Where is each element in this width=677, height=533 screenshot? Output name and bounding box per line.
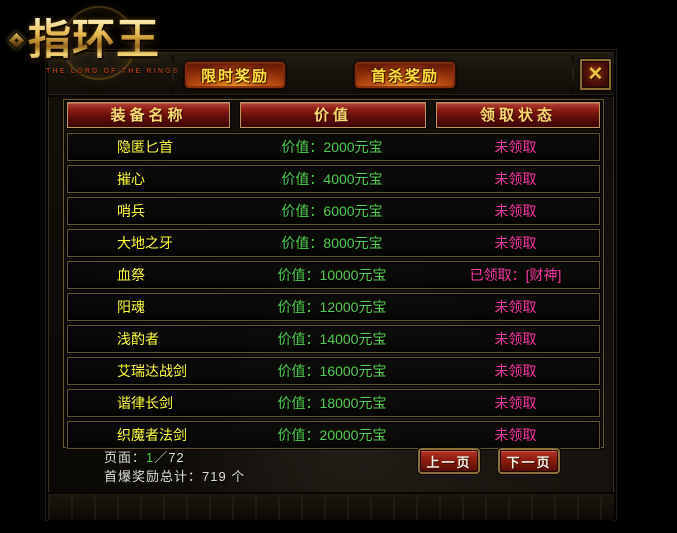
- next-page-button[interactable]: 下一页: [500, 450, 558, 472]
- logo-diamond-icon: [7, 31, 26, 50]
- table-body: 隐匿匕首 价值：2000元宝 未领取 摧心 价值：4000元宝 未领取 哨兵 价…: [67, 133, 600, 449]
- previous-page-button[interactable]: 上一页: [420, 450, 478, 472]
- reward-row: 艾瑞达战剑 价值：16000元宝 未领取: [67, 357, 600, 385]
- page-indicator: 页面：1／72: [104, 448, 245, 467]
- dialog-titlebar: 限时奖励 首杀奖励 ✕: [48, 52, 614, 97]
- claim-status[interactable]: 未领取: [494, 203, 537, 219]
- item-name: 大地之牙: [117, 235, 173, 251]
- column-header-equipment-name: 装备名称: [67, 102, 230, 128]
- claim-status[interactable]: 未领取: [494, 171, 537, 187]
- item-value: 价值：4000元宝: [281, 171, 383, 187]
- close-button[interactable]: ✕: [580, 59, 611, 90]
- page-current: 1: [146, 450, 155, 465]
- column-header-value: 价值: [240, 102, 426, 128]
- item-value: 价值：12000元宝: [277, 299, 387, 315]
- item-value: 价值：8000元宝: [281, 235, 383, 251]
- reward-row: 大地之牙 价值：8000元宝 未领取: [67, 229, 600, 257]
- close-icon: ✕: [587, 63, 604, 85]
- reward-row: 摧心 价值：4000元宝 未领取: [67, 165, 600, 193]
- reward-row: 隐匿匕首 价值：2000元宝 未领取: [67, 133, 600, 161]
- logo-ring-ornament: [62, 6, 136, 80]
- titlebar-divider: [172, 55, 174, 92]
- titlebar-divider: [572, 55, 574, 92]
- claim-status[interactable]: 未领取: [494, 395, 537, 411]
- item-name: 血祭: [117, 267, 145, 283]
- reward-row: 浅酌者 价值：14000元宝 未领取: [67, 325, 600, 353]
- table-header-row: 装备名称 价值 领取状态: [67, 102, 600, 128]
- rewards-dialog: 限时奖励 首杀奖励 ✕ 装备名称 价值 领取状态 隐匿匕首 价值：2000元宝 …: [46, 50, 616, 522]
- reward-row: 血祭 价值：10000元宝 已领取：[财神]: [67, 261, 600, 289]
- dialog-bottom-frame: [48, 492, 614, 522]
- item-name: 隐匿匕首: [117, 139, 173, 155]
- claim-status[interactable]: 未领取: [494, 235, 537, 251]
- total-value: 719: [202, 469, 227, 484]
- total-label: 首爆奖励总计：: [104, 469, 203, 484]
- page-label: 页面：: [104, 450, 147, 465]
- logo-title: 指环王: [28, 18, 186, 64]
- item-value: 价值：16000元宝: [277, 363, 387, 379]
- reward-row: 谐律长剑 价值：18000元宝 未领取: [67, 389, 600, 417]
- claim-status[interactable]: 未领取: [494, 331, 537, 347]
- pagination-info: 页面：1／72 首爆奖励总计：719 个: [104, 448, 245, 486]
- reward-row: 阳魂 价值：12000元宝 未领取: [67, 293, 600, 321]
- total-unit: 个: [231, 469, 246, 484]
- item-value: 价值：18000元宝: [277, 395, 387, 411]
- game-logo: 指环王 THE LORD OF THE RINGS: [6, 2, 186, 84]
- claim-status[interactable]: 未领取: [494, 363, 537, 379]
- item-value: 价值：6000元宝: [281, 203, 383, 219]
- item-name: 浅酌者: [117, 331, 159, 347]
- logo-subtitle: THE LORD OF THE RINGS: [46, 68, 180, 75]
- tab-first-kill-rewards[interactable]: 首杀奖励: [354, 61, 456, 89]
- item-value: 价值：14000元宝: [277, 331, 387, 347]
- tab-limited-time-rewards[interactable]: 限时奖励: [184, 61, 286, 89]
- rewards-table: 装备名称 价值 领取状态 隐匿匕首 价值：2000元宝 未领取 摧心 价值：40…: [63, 99, 604, 449]
- item-name: 艾瑞达战剑: [117, 363, 187, 379]
- claim-status[interactable]: 已领取：[财神]: [469, 267, 562, 283]
- item-name: 哨兵: [117, 203, 145, 219]
- page-total: ／72: [154, 450, 185, 465]
- item-value: 价值：2000元宝: [281, 139, 383, 155]
- item-name: 摧心: [117, 171, 145, 187]
- column-header-claim-status: 领取状态: [436, 102, 600, 128]
- item-value: 价值：10000元宝: [277, 267, 387, 283]
- item-name: 织魔者法剑: [117, 427, 187, 443]
- item-name: 阳魂: [117, 299, 145, 315]
- claim-status[interactable]: 未领取: [494, 299, 537, 315]
- item-name: 谐律长剑: [117, 395, 173, 411]
- reward-row: 织魔者法剑 价值：20000元宝 未领取: [67, 421, 600, 449]
- claim-status[interactable]: 未领取: [494, 427, 537, 443]
- claim-status[interactable]: 未领取: [494, 139, 537, 155]
- item-value: 价值：20000元宝: [277, 427, 387, 443]
- reward-row: 哨兵 价值：6000元宝 未领取: [67, 197, 600, 225]
- total-rewards-indicator: 首爆奖励总计：719 个: [104, 467, 245, 486]
